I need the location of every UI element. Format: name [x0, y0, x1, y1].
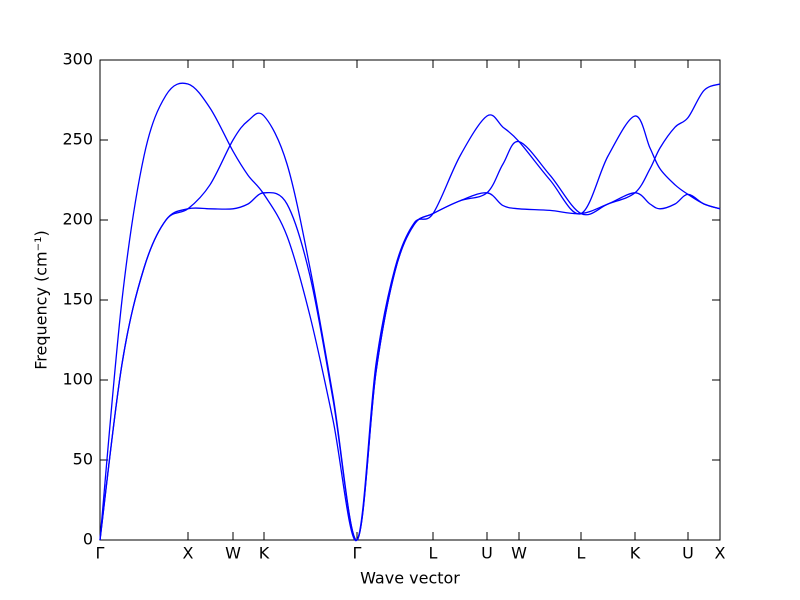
x-tick-label: W — [511, 544, 527, 563]
band-line — [99, 82, 721, 541]
x-tick-label: U — [682, 544, 694, 563]
x-tick-label: L — [577, 544, 586, 563]
x-tick-label: Γ — [353, 544, 362, 563]
x-tick-label: L — [429, 544, 438, 563]
plot-frame — [99, 59, 721, 541]
y-axis-label: Frequency (cm⁻¹) — [32, 230, 51, 369]
x-tick-label: Γ — [96, 544, 105, 563]
x-tick-label: U — [481, 544, 493, 563]
x-tick-label: K — [259, 544, 270, 563]
band-line — [99, 83, 721, 541]
y-tick-label: 50 — [73, 450, 93, 469]
x-tick-label: X — [183, 544, 194, 563]
x-tick-label: W — [225, 544, 241, 563]
y-tick-label: 100 — [62, 370, 93, 389]
x-tick-label: K — [630, 544, 641, 563]
x-axis-label: Wave vector — [360, 569, 460, 588]
y-tick-label: 250 — [62, 130, 93, 149]
y-tick-label: 200 — [62, 210, 93, 229]
y-tick-label: 150 — [62, 290, 93, 309]
x-tick-label: X — [715, 544, 726, 563]
band-line — [99, 191, 721, 541]
y-tick-label: 0 — [83, 530, 93, 549]
y-tick-label: 300 — [62, 50, 93, 69]
